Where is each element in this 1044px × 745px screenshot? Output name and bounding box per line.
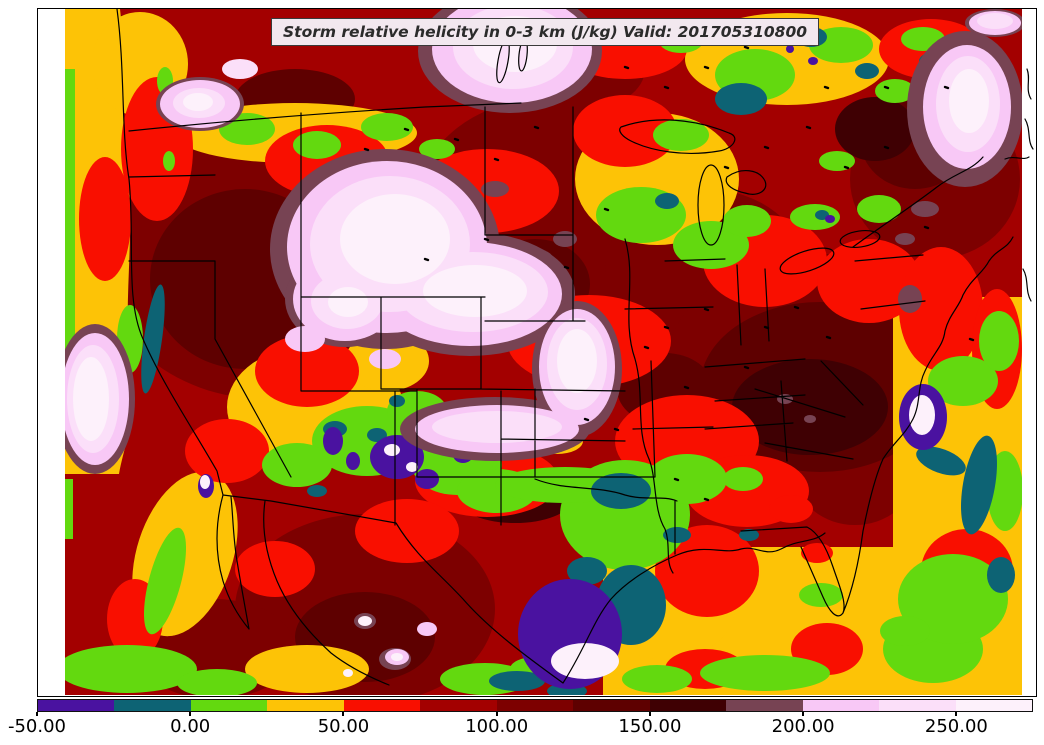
colorbar-tick-label: 150.00 — [618, 716, 682, 737]
helicity-filled-contours — [65, 9, 1022, 695]
colorbar-tick-label: 50.00 — [317, 716, 370, 737]
colorbar-segment — [649, 700, 727, 711]
colorbar-segment — [496, 700, 574, 711]
colorbar-segment — [190, 700, 268, 711]
colorbar-tick-label: -50.00 — [7, 716, 67, 737]
colorbar-tick-mark — [955, 712, 958, 716]
colorbar-tick-mark — [648, 712, 651, 716]
colorbar-segment — [114, 700, 191, 711]
margin-coast-fragments — [1004, 68, 1034, 302]
colorbar-segment — [420, 700, 497, 711]
coastline-borders — [116, 9, 1034, 686]
colorbar-segment — [573, 700, 650, 711]
colorbar-segment — [267, 700, 344, 711]
colorbar-tick-mark — [802, 712, 805, 716]
colorbar-tick-label: 100.00 — [465, 716, 529, 737]
colorbar — [37, 699, 1033, 712]
colorbar-tick-label: 200.00 — [771, 716, 835, 737]
terrain-specks — [363, 45, 975, 502]
colorbar-segment — [879, 700, 956, 711]
colorbar-tick-label: 250.00 — [924, 716, 988, 737]
colorbar-segment — [343, 700, 421, 711]
colorbar-tick-mark — [495, 712, 498, 716]
baja-coast — [216, 494, 250, 630]
colorbar-area: -50.00 0.00 50.00 100.00 150.00 200.00 250.00 — [8, 699, 1033, 745]
colorbar-tick-label: 0.00 — [170, 716, 211, 737]
colorbar-segment — [802, 700, 880, 711]
map-title: Storm relative helicity in 0-3 km (J/kg)… — [271, 18, 820, 46]
colorbar-tick-mark — [342, 712, 345, 716]
colorbar-segment — [955, 700, 1033, 711]
colorbar-segment — [726, 700, 803, 711]
colorbar-tick-mark — [36, 712, 38, 716]
map-title-text: Storm relative helicity in 0-3 km (J/kg)… — [283, 23, 808, 41]
state-boundaries — [128, 106, 926, 574]
great-lakes-outlines — [496, 38, 881, 275]
mexico-mainland-coast — [263, 500, 390, 686]
colorbar-tick-mark — [189, 712, 192, 716]
st-lawrence-river — [852, 156, 984, 248]
helicity-field-map — [65, 9, 1034, 695]
colorbar-segment — [38, 700, 115, 711]
canada-border — [128, 102, 522, 132]
map-frame: Storm relative helicity in 0-3 km (J/kg)… — [37, 8, 1037, 697]
florida-east-coast — [740, 236, 1014, 617]
pacific-coast-mexico-border — [116, 9, 826, 684]
